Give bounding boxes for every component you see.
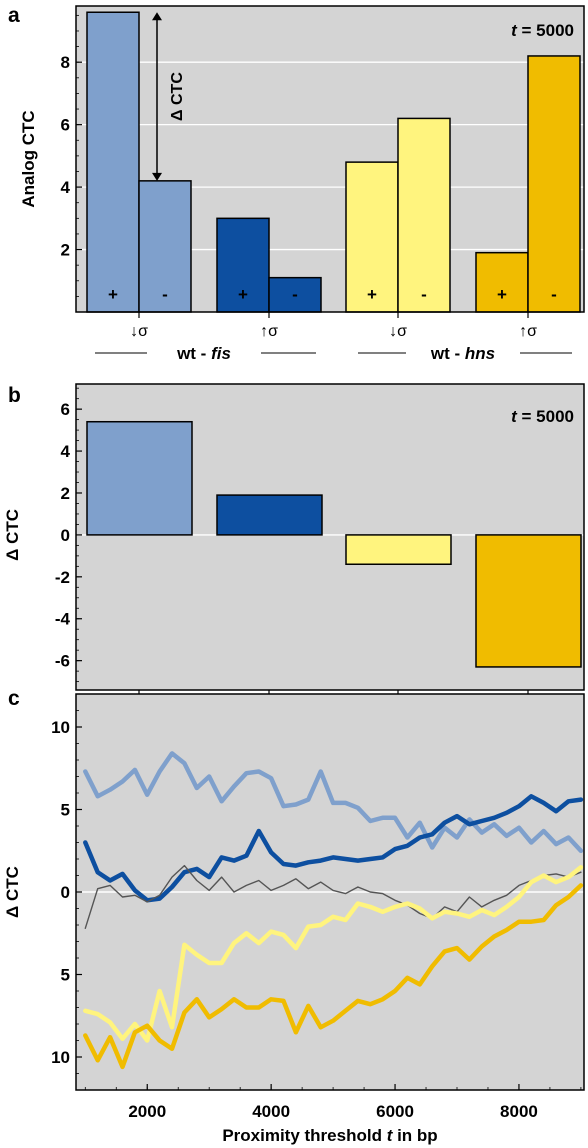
group-label-a: wt - hns bbox=[430, 344, 495, 363]
ytick-label-a: 6 bbox=[61, 116, 70, 135]
panel-a-chart: 2 4 6 8 + - + - + - + - Δ CTC t = 5000 Analog CTC ↓σ ↑σ ↓… bbox=[19, 5, 585, 363]
ytick-label-c: 10 bbox=[51, 1048, 70, 1067]
ytick-label-b: -2 bbox=[55, 568, 70, 587]
bar-a bbox=[216, 217, 270, 313]
panel-letter-c: c bbox=[8, 687, 20, 710]
ytick-label-b: 0 bbox=[61, 526, 70, 545]
bar-sign-label-a: + bbox=[108, 285, 118, 304]
bar-sign-label-a: - bbox=[292, 285, 298, 304]
ytick-label-b: -6 bbox=[55, 652, 70, 671]
panel-letter-a: a bbox=[8, 4, 20, 27]
bar-a bbox=[138, 180, 192, 313]
bar-sign-label-a: - bbox=[421, 285, 427, 304]
ytick-label-b: 4 bbox=[61, 442, 71, 461]
bar-a bbox=[86, 11, 140, 313]
bar-b bbox=[86, 420, 193, 536]
ytick-label-a: 4 bbox=[61, 178, 71, 197]
panel-c-chart: 10 5 0 5 10 2000 4000 6000 8000 Δ CTC Proximity th… bbox=[3, 693, 585, 1145]
series-line-c bbox=[83, 865, 584, 1043]
bar-b bbox=[216, 494, 323, 536]
sigma-label-a: ↑σ bbox=[260, 323, 278, 340]
ylabel-a: Analog CTC bbox=[19, 110, 38, 207]
ytick-label-b: 2 bbox=[61, 484, 70, 503]
bar-sign-label-a: + bbox=[367, 285, 377, 304]
ytick-label-a: 2 bbox=[61, 241, 70, 260]
ytick-label-b: 6 bbox=[61, 400, 70, 419]
delta-arrow-head-down bbox=[152, 172, 162, 181]
plot-frame-b bbox=[75, 383, 585, 691]
xtick-label-c: 4000 bbox=[252, 1102, 290, 1121]
ytick-label-a: 8 bbox=[61, 53, 70, 72]
sigma-label-a: ↓σ bbox=[130, 323, 148, 340]
xtick-label-c: 6000 bbox=[376, 1102, 414, 1121]
group-label-a: wt - fis bbox=[176, 344, 231, 363]
bar-a bbox=[345, 161, 399, 313]
ylabel-c: Δ CTC bbox=[3, 866, 22, 918]
bar-a bbox=[268, 276, 322, 313]
series-line-c bbox=[83, 794, 584, 903]
xtick-label-c: 2000 bbox=[128, 1102, 166, 1121]
series-line-c bbox=[84, 864, 582, 929]
bar-b bbox=[345, 534, 452, 565]
bar-sign-label-a: - bbox=[551, 285, 557, 304]
ytick-label-c: 5 bbox=[61, 801, 70, 820]
ytick-label-c: 5 bbox=[61, 966, 70, 985]
time-annotation-a: t = 5000 bbox=[511, 21, 574, 40]
xlabel-c: Proximity threshold t in bp bbox=[222, 1126, 437, 1145]
plot-frame-c bbox=[75, 693, 585, 1091]
series-line-c bbox=[83, 751, 584, 854]
bar-a bbox=[475, 251, 529, 313]
plot-frame-a bbox=[75, 5, 585, 313]
bar-sign-label-a: + bbox=[497, 285, 507, 304]
ytick-label-b: -4 bbox=[55, 610, 71, 629]
bar-sign-label-a: + bbox=[238, 285, 248, 304]
ytick-label-c: 0 bbox=[61, 883, 70, 902]
time-annotation-b: t = 5000 bbox=[511, 407, 574, 426]
series-line-c bbox=[83, 883, 584, 1070]
bar-b bbox=[475, 534, 582, 668]
bar-sign-label-a: - bbox=[162, 285, 168, 304]
ylabel-b: Δ CTC bbox=[3, 509, 22, 561]
delta-arrow-head-up bbox=[152, 12, 162, 21]
bar-a bbox=[397, 117, 451, 313]
sigma-label-a: ↓σ bbox=[389, 323, 407, 340]
bar-a bbox=[527, 55, 581, 313]
xtick-label-c: 8000 bbox=[500, 1102, 538, 1121]
panel-letter-b: b bbox=[8, 384, 21, 407]
delta-ctc-label: Δ CTC bbox=[169, 72, 186, 121]
sigma-label-a: ↑σ bbox=[519, 323, 537, 340]
ytick-label-c: 10 bbox=[51, 718, 70, 737]
